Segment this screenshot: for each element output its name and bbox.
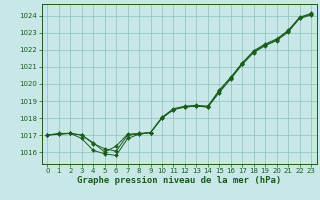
- X-axis label: Graphe pression niveau de la mer (hPa): Graphe pression niveau de la mer (hPa): [77, 176, 281, 185]
